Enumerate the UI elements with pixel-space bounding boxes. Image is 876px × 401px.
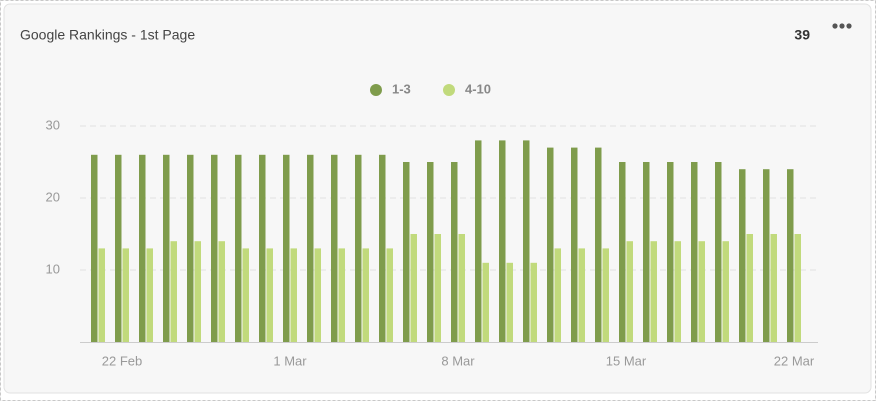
bar: [619, 162, 626, 342]
bar: [434, 234, 441, 342]
bar: [643, 162, 650, 342]
bar: [122, 248, 129, 342]
bar: [602, 248, 609, 342]
bar: [554, 248, 561, 342]
y-tick-label: 20: [46, 189, 60, 204]
bar: [259, 154, 266, 342]
bar: [115, 154, 122, 342]
bar: [403, 162, 410, 342]
bar: [770, 234, 777, 342]
legend-swatch: [443, 84, 455, 96]
bar: [595, 147, 602, 342]
bar: [362, 248, 369, 342]
bar: [242, 248, 249, 342]
bar: [235, 154, 242, 342]
bar: [626, 241, 633, 342]
bar: [499, 140, 506, 342]
widget-title: Google Rankings - 1st Page: [20, 27, 195, 43]
bar: [746, 234, 753, 342]
bar: [314, 248, 321, 342]
widget-value: 39: [794, 27, 810, 43]
bar: [187, 154, 194, 342]
bar: [218, 241, 225, 342]
bar: [458, 234, 465, 342]
x-tick-label: 22 Mar: [774, 353, 815, 368]
bar: [139, 154, 146, 342]
x-tick-label: 15 Mar: [606, 353, 647, 368]
bar: [379, 154, 386, 342]
bar: [451, 162, 458, 342]
bar: [739, 169, 746, 342]
bar: [338, 248, 345, 342]
bar: [547, 147, 554, 342]
bar: [211, 154, 218, 342]
bar: [691, 162, 698, 342]
bar: [787, 169, 794, 342]
legend-label: 1-3: [392, 81, 411, 96]
x-tick-label: 8 Mar: [441, 353, 475, 368]
bar: [427, 162, 434, 342]
bar: [530, 262, 537, 342]
bar: [386, 248, 393, 342]
bar: [571, 147, 578, 342]
bar: [98, 248, 105, 342]
x-tick-label: 1 Mar: [273, 353, 307, 368]
bar: [331, 154, 338, 342]
bar: [650, 241, 657, 342]
bar: [290, 248, 297, 342]
menu-button[interactable]: [832, 23, 852, 29]
bar: [163, 154, 170, 342]
bar: [523, 140, 530, 342]
bar: [482, 262, 489, 342]
bar: [506, 262, 513, 342]
bar: [667, 162, 674, 342]
bar: [307, 154, 314, 342]
bar: [170, 241, 177, 342]
bar: [674, 241, 681, 342]
bar: [194, 241, 201, 342]
bar: [722, 241, 729, 342]
bar: [283, 154, 290, 342]
bar: [266, 248, 273, 342]
bar: [475, 140, 482, 342]
bar: [355, 154, 362, 342]
legend-swatch: [370, 84, 382, 96]
x-tick-label: 22 Feb: [102, 353, 142, 368]
bar: [91, 154, 98, 342]
bar: [578, 248, 585, 342]
bar: [794, 234, 801, 342]
y-tick-label: 30: [46, 117, 60, 132]
bar: [763, 169, 770, 342]
bar: [698, 241, 705, 342]
legend-label: 4-10: [465, 81, 491, 96]
bar: [410, 234, 417, 342]
bar: [715, 162, 722, 342]
y-tick-label: 10: [46, 261, 60, 276]
bar: [146, 248, 153, 342]
